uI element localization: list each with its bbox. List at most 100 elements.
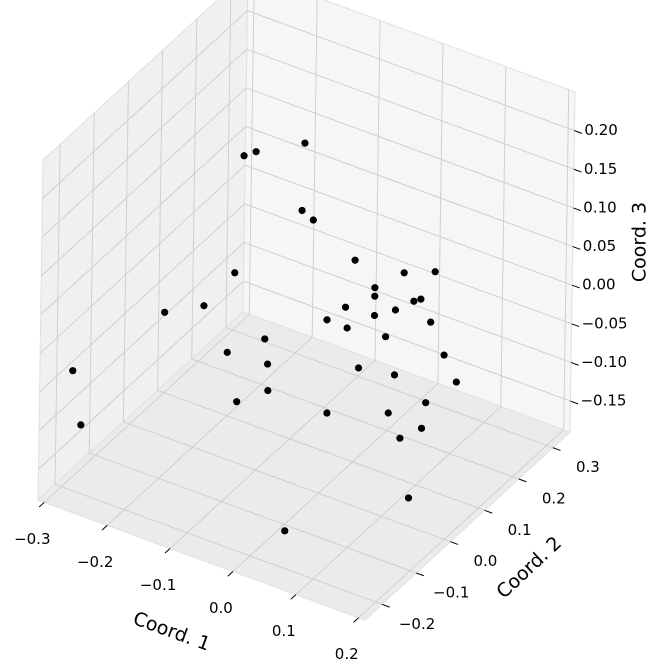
point [223, 348, 231, 356]
grid-line [500, 66, 507, 407]
tick-mark [574, 130, 583, 134]
y-tick-label: 0.3 [576, 458, 600, 476]
z-tick-label: 0.15 [584, 160, 617, 178]
grid-line [41, 48, 248, 238]
point [384, 409, 392, 417]
point [354, 364, 363, 372]
y-tick-label: 0.2 [542, 490, 566, 508]
point [381, 333, 390, 341]
point [77, 421, 85, 429]
grid-line [246, 48, 575, 170]
grid-line [374, 20, 381, 361]
grid-line [54, 144, 61, 485]
point [422, 399, 430, 407]
grid-line [247, 10, 575, 132]
point [400, 269, 408, 277]
tick-mark [571, 323, 580, 328]
z-tick-label: 0.00 [582, 276, 615, 294]
grid-line [39, 164, 246, 354]
tick-mark [484, 509, 493, 514]
tick-mark [571, 284, 580, 289]
tick-mark [38, 501, 45, 508]
point [281, 527, 289, 535]
tick-mark [164, 548, 171, 554]
grid-line [39, 203, 245, 393]
point [252, 148, 260, 156]
tick-mark [572, 246, 581, 250]
grid-line [157, 389, 485, 511]
grid-line [122, 81, 129, 422]
point [261, 335, 269, 343]
grid-line [43, 313, 250, 503]
tick-mark [353, 617, 360, 623]
point [200, 302, 208, 310]
y-tick-label: −0.1 [433, 584, 469, 602]
point [370, 311, 379, 320]
point [69, 367, 77, 375]
grid-line [40, 87, 247, 277]
point [440, 351, 448, 359]
grid-line [246, 87, 574, 209]
grid-line [563, 89, 570, 430]
tick-mark [552, 447, 561, 451]
grid [38, 0, 583, 623]
tick-mark [101, 525, 108, 531]
point [410, 297, 418, 305]
grid-line [88, 112, 95, 454]
x-tick-label: 0.1 [272, 622, 296, 640]
grid-line [157, 50, 164, 391]
y-tick-label: 0.0 [473, 552, 497, 570]
point [390, 371, 399, 379]
grid-line [437, 43, 444, 384]
tick-mark [518, 478, 527, 483]
x-axis-title: Coord. 1 [130, 607, 213, 655]
floor-pane [37, 311, 571, 621]
point [351, 256, 359, 264]
x-tick-label: −0.2 [77, 553, 113, 571]
grid-line [243, 241, 572, 363]
tick-mark [570, 361, 579, 366]
point [417, 424, 426, 432]
tick-mark [416, 572, 424, 577]
z-tick-label: −0.05 [582, 314, 628, 332]
z-tick-label: −0.15 [580, 392, 626, 410]
grid-line [42, 10, 248, 200]
grid-line [248, 0, 255, 315]
point [404, 494, 413, 502]
tick-mark [227, 571, 234, 577]
point [301, 139, 309, 147]
point [323, 409, 331, 417]
tick-mark [573, 168, 582, 173]
y-tick-label: −0.2 [399, 615, 435, 633]
point [263, 360, 272, 368]
grid-line [38, 280, 244, 470]
point [417, 295, 425, 303]
point [341, 303, 350, 311]
point [343, 324, 351, 332]
z-axis-title: Coord. 3 [629, 202, 651, 282]
point [323, 316, 331, 324]
point [371, 284, 379, 292]
grid-line [245, 126, 573, 248]
y-tick-label: 0.1 [508, 521, 532, 539]
grid-line [358, 429, 565, 619]
grid-line [244, 164, 573, 286]
point [231, 269, 239, 277]
point [371, 292, 379, 300]
grid-line [106, 337, 313, 526]
grid-line [123, 421, 451, 543]
tick-mark [450, 541, 459, 545]
z-tick-label: 0.10 [583, 198, 616, 216]
grid-line [38, 242, 245, 431]
point [264, 386, 272, 395]
point [391, 306, 400, 314]
point [309, 216, 317, 224]
tick-mark [290, 594, 297, 600]
point [240, 152, 248, 160]
z-tick-label: −0.10 [581, 353, 627, 371]
grid-line [225, 327, 554, 449]
grid-line [243, 280, 571, 402]
tick-mark [381, 603, 390, 608]
grid-line [54, 483, 383, 605]
